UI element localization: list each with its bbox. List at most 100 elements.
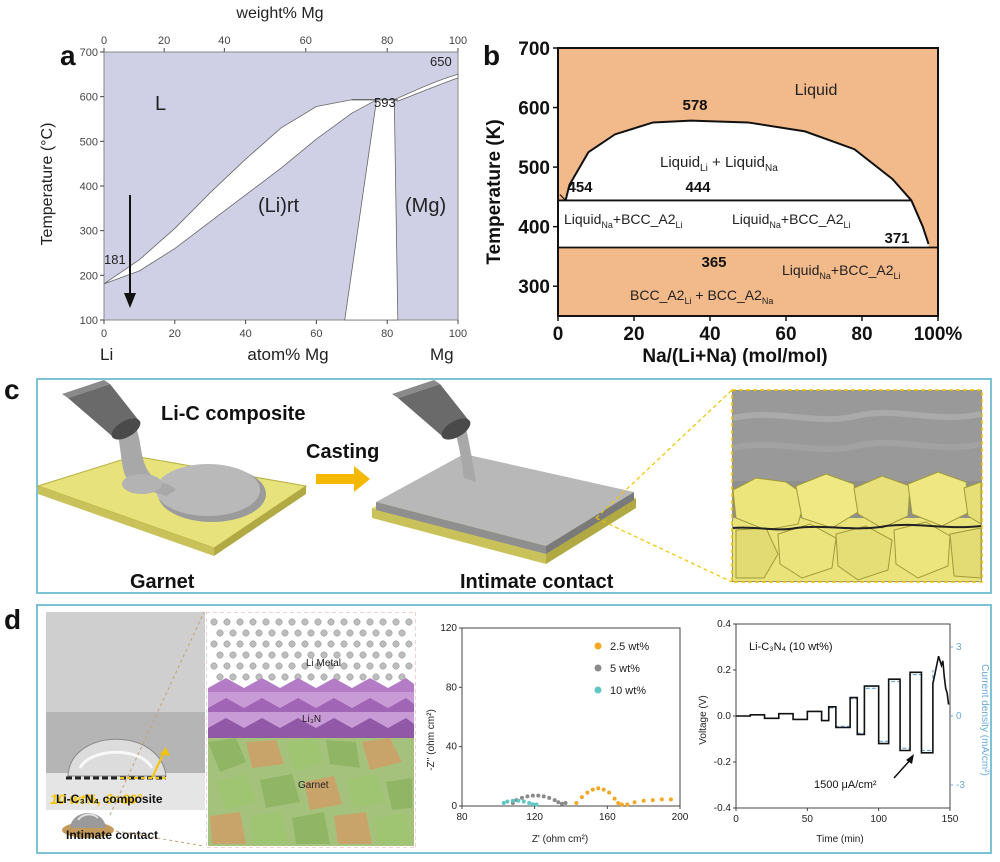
chart-a-top-tick-label: 40 <box>218 35 230 47</box>
panel-c-callout-top <box>595 389 733 519</box>
chart-a-top-tick-label: 20 <box>158 35 170 47</box>
li-atom <box>405 662 413 670</box>
chart-b-xlabel: Na/(Li+Na) (mol/mol) <box>642 346 827 367</box>
panel-letter-b: b <box>483 40 501 71</box>
chart-d-eis-x-tick-label: 160 <box>599 812 616 823</box>
panel-d-contact-label: Intimate contact <box>66 828 159 842</box>
chart-b-region-bottom: BCC_A2Li + BCC_A2Na <box>630 287 773 306</box>
li-atom <box>216 651 224 659</box>
chart-d-eis-point <box>616 801 621 806</box>
chart-a: weight% Mg 0 20 40 60 80 100 1002003004005006… <box>39 5 467 364</box>
chart-d-eis-point <box>632 800 637 805</box>
chart-d-eis-point <box>519 795 524 800</box>
chart-d-eis-frame <box>461 627 681 807</box>
chart-d-eis-point <box>534 802 539 807</box>
panel-d-layer-garnet: Garnet <box>298 780 329 791</box>
panel-d-garnet-layer <box>208 738 414 846</box>
chart-d-eis-point <box>590 787 595 792</box>
li-atom <box>307 629 315 637</box>
chart-d-eis-x-tick-label: 200 <box>672 812 689 823</box>
chart-b-x-tick-label: 0 <box>553 324 564 345</box>
li-atom <box>314 640 322 648</box>
li-atom <box>281 673 289 681</box>
li-atom <box>372 629 380 637</box>
panel-c-covered-plate <box>372 406 636 564</box>
li-atom <box>385 629 393 637</box>
chart-a-top-axis-label: weight% Mg <box>235 5 323 22</box>
li-atom <box>405 640 413 648</box>
panel-d-li3n-layer <box>208 678 414 738</box>
li-atom <box>327 618 335 626</box>
li-atom <box>268 629 276 637</box>
panel-letter-d: d <box>4 604 22 635</box>
chart-d-cycling-y-tick-label: 0.0 <box>717 711 731 722</box>
li-atom <box>262 618 270 626</box>
li-atom <box>359 651 367 659</box>
li-atom <box>340 640 348 648</box>
chart-a-region-liquid: L <box>155 93 166 115</box>
chart-d-cycling-y2-tick-label: -3 <box>956 780 965 791</box>
li-atom <box>210 662 218 670</box>
chart-d-eis-point <box>650 798 655 803</box>
chart-b-x-tick-label: 20 <box>623 324 644 345</box>
chart-d-eis-legend: 2.5 wt% 5 wt% 10 wt% <box>594 641 649 697</box>
chart-b-region-mid-band: LiquidNa+BCC_A2Li <box>732 211 851 230</box>
li-atom <box>307 651 315 659</box>
chart-a-y-tick-label: 300 <box>80 226 98 238</box>
li-atom <box>223 640 231 648</box>
li-atom <box>288 662 296 670</box>
chart-b-t365: 365 <box>701 254 726 271</box>
chart-d-cycling-x-tick-label: 100 <box>870 814 887 825</box>
chart-b-ylabel: Temperature (K) <box>484 119 505 264</box>
li-atom <box>281 651 289 659</box>
chart-d-cycling-y2label: Current density (mA/cm²) <box>979 664 990 776</box>
panel-c-contact-label: Intimate contact <box>460 571 614 593</box>
li-atom <box>307 673 315 681</box>
li-atom <box>229 629 237 637</box>
li-atom <box>398 629 406 637</box>
chart-a-y-tick-label: 200 <box>80 270 98 282</box>
li-atom <box>379 640 387 648</box>
chart-b-t371: 371 <box>884 230 909 247</box>
chart-d-eis-point <box>541 794 546 799</box>
chart-d-eis-point <box>521 799 526 804</box>
li-atom <box>229 673 237 681</box>
chart-a-top-tick-label: 100 <box>449 35 467 47</box>
chart-d-eis-legend-label: 2.5 wt% <box>610 641 649 653</box>
chart-d-cycling-x-tick-label: 150 <box>942 814 959 825</box>
chart-d-cycling-xlabel: Time (min) <box>816 834 863 845</box>
chart-d-cycling-current-label: 1500 μA/cm² <box>814 779 877 791</box>
panel-d-composite-label: Li-C₃N₄ composite <box>56 792 163 806</box>
chart-b-region-miscibility: LiquidLi + LiquidNa <box>660 154 778 174</box>
chart-a-x-tick-label: 20 <box>169 328 181 340</box>
li-atom <box>249 662 257 670</box>
panel-d-layer-metal: Li Metal <box>306 658 341 669</box>
chart-d-eis-point <box>516 798 521 803</box>
li-atom <box>275 640 283 648</box>
li-atom <box>229 651 237 659</box>
panel-c-crucible-left <box>62 380 141 440</box>
chart-a-top-tick-label: 60 <box>300 35 312 47</box>
chart-d-cycling-y2-tick-label: 0 <box>956 711 962 722</box>
li-atom <box>281 629 289 637</box>
chart-d-eis-point <box>552 798 557 803</box>
chart-d-cycling-y-tick-label: -0.2 <box>714 757 732 768</box>
chart-a-point-593: 593 <box>374 95 396 110</box>
chart-b-miscibility-dome <box>564 119 930 245</box>
li-atom <box>392 662 400 670</box>
chart-a-point-181: 181 <box>104 252 126 267</box>
panel-d-interface-illustration: Li Metal Li₃N Garnet <box>206 612 416 848</box>
chart-b-region-liquid: Liquid <box>795 82 838 99</box>
li-atom <box>249 618 257 626</box>
li-atom <box>320 651 328 659</box>
li-atom <box>366 640 374 648</box>
chart-d-eis-point <box>607 790 612 795</box>
li-atom <box>359 629 367 637</box>
chart-a-top-ticks: 0 20 40 60 80 100 <box>101 35 467 52</box>
panel-d-layer-nitride: Li₃N <box>302 714 321 725</box>
chart-d-cycling-x-tick-label: 0 <box>733 814 739 825</box>
chart-a-x-tick-label: 40 <box>239 328 251 340</box>
li-atom <box>366 662 374 670</box>
chart-d-eis-point <box>668 797 673 802</box>
li-atom <box>398 673 406 681</box>
